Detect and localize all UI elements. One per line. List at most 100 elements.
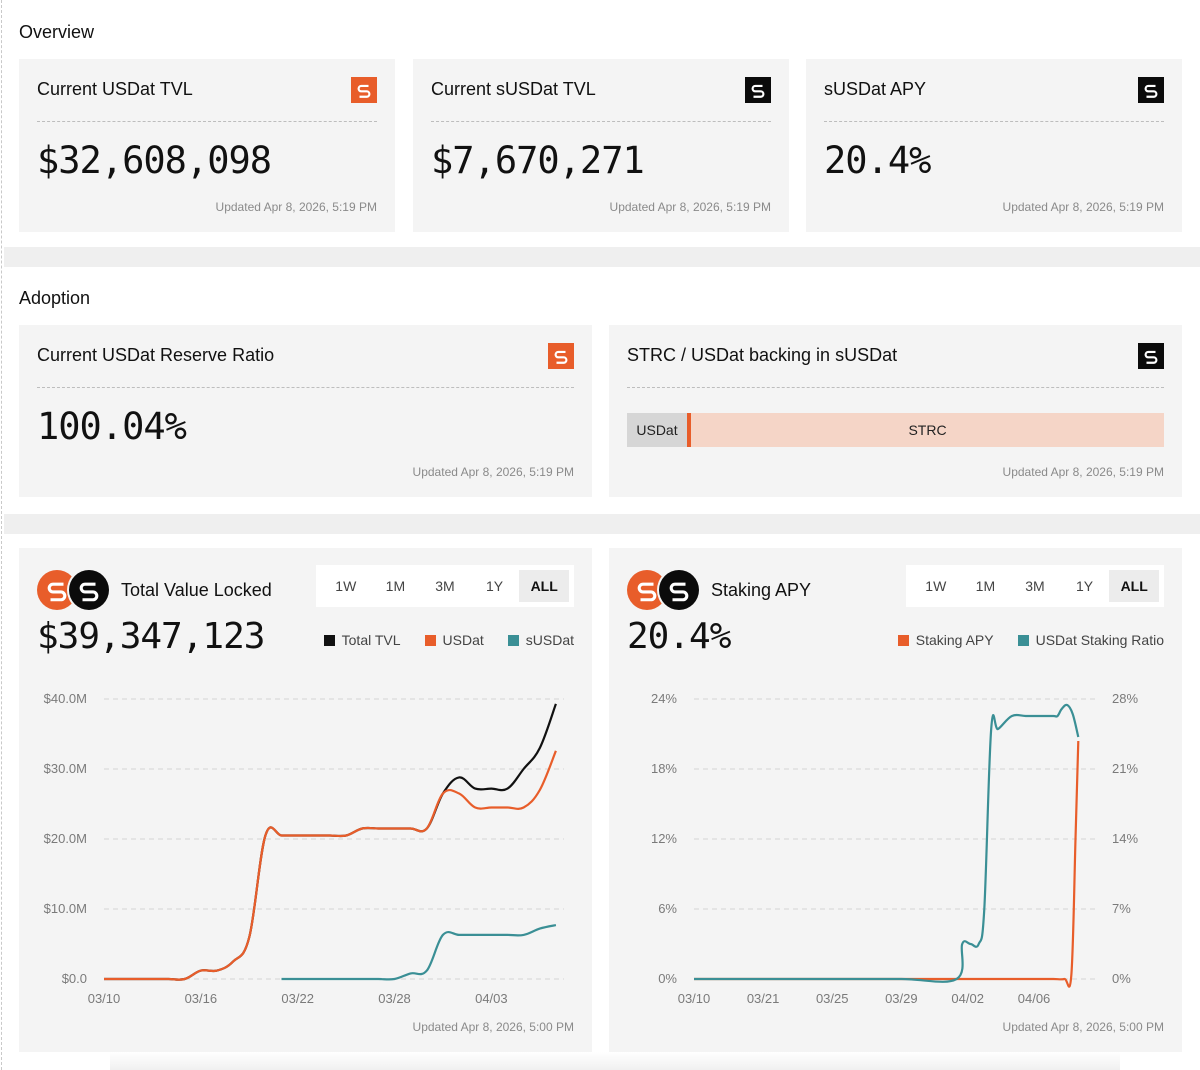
timeframe-selector: 1W 1M 3M 1Y ALL [316, 565, 574, 607]
timeframe-1y[interactable]: 1Y [1076, 578, 1094, 594]
backing-strc-segment: STRC [691, 413, 1164, 447]
legend-label: Staking APY [915, 632, 994, 648]
susdat-logo-icon [659, 570, 699, 610]
y-tick-label-left: 12% [651, 831, 677, 846]
timeframe-1w[interactable]: 1W [335, 578, 357, 594]
updated-timestamp: Updated Apr 8, 2026, 5:19 PM [1002, 465, 1164, 479]
backing-divider [687, 413, 691, 447]
susdat-tvl-card: Current sUSDat TVL $7,670,271 Updated Ap… [413, 59, 789, 232]
series-line-usdat-staking-ratio [694, 703, 1080, 983]
legend-label: USDat [442, 632, 484, 648]
token-logos [37, 570, 109, 610]
apy-chart-title: Staking APY [711, 580, 812, 600]
reserve-ratio-card: Current USDat Reserve Ratio 100.04% Upda… [19, 325, 592, 497]
tvl-chart-title: Total Value Locked [121, 580, 272, 600]
susdat-logo-icon [1138, 77, 1164, 103]
backing-title: STRC / USDat backing in sUSDat [627, 345, 898, 365]
backing-usdat-segment: USDat [627, 413, 687, 447]
x-tick-label: 03/10 [678, 991, 711, 1006]
x-tick-label: 04/02 [951, 991, 984, 1006]
susdat-logo-icon [69, 570, 109, 610]
x-tick-label: 04/06 [1018, 991, 1051, 1006]
divider [824, 121, 1164, 122]
legend-label: sUSDat [525, 632, 574, 648]
legend-label: Total TVL [341, 632, 401, 648]
susdat-apy-value: 20.4% [824, 139, 931, 182]
apy-plot: 0% 6% 12% 18% 24% 0% 7% 14% 21% 28% 03/10 03/21 03/2… [651, 691, 1138, 1006]
y-tick-label: $40.0M [44, 691, 87, 706]
x-tick-label: 03/16 [185, 991, 218, 1006]
y-tick-label-left: 6% [658, 901, 677, 916]
section-separator [4, 247, 1200, 267]
y-tick-label-left: 18% [651, 761, 677, 776]
susdat-logo-icon [745, 77, 771, 103]
y-tick-label: $30.0M [44, 761, 87, 776]
usdat-logo-icon [548, 343, 574, 369]
updated-timestamp: Updated Apr 8, 2026, 5:00 PM [1002, 1020, 1164, 1034]
susdat-apy-title: sUSDat APY [824, 79, 927, 99]
tvl-total-value: $39,347,123 [37, 616, 265, 657]
legend-swatch [424, 634, 436, 646]
timeframe-selector: 1W 1M 3M 1Y ALL [906, 565, 1164, 607]
timeframe-3m[interactable]: 3M [435, 578, 455, 594]
page-shadow [110, 1052, 1120, 1070]
tvl-legend: Total TVL USDat sUSDat [323, 632, 574, 648]
y-tick-label-right: 21% [1112, 761, 1138, 776]
divider [37, 387, 574, 388]
usdat-tvl-value: $32,608,098 [37, 139, 272, 182]
usdat-tvl-title: Current USDat TVL [37, 79, 193, 99]
x-tick-label: 04/03 [475, 991, 508, 1006]
usdat-logo-icon [37, 570, 77, 610]
usdat-logo-icon [351, 77, 377, 103]
tvl-chart-card: Total Value Locked 1W 1M 3M 1Y ALL $39,3… [19, 548, 592, 1052]
y-tick-label: $20.0M [44, 831, 87, 846]
legend-item-total: Total TVL [323, 632, 401, 648]
legend-item-susdat: sUSDat [507, 632, 574, 648]
apy-legend: Staking APY USDat Staking Ratio [897, 632, 1164, 648]
series-line-usdat [104, 750, 557, 981]
token-logos [627, 570, 699, 610]
backing-bar: USDat STRC [627, 413, 1164, 447]
legend-item-staking-apy: Staking APY [897, 632, 994, 648]
x-tick-label: 03/22 [281, 991, 314, 1006]
legend-swatch [507, 634, 519, 646]
divider [627, 387, 1164, 388]
x-tick-label: 03/10 [88, 991, 121, 1006]
tvl-plot: $0.0 $10.0M $20.0M $30.0M $40.0M 03/10 03/16 03… [44, 691, 564, 1006]
y-tick-label-right: 0% [1112, 971, 1131, 986]
susdat-tvl-title: Current sUSDat TVL [431, 79, 596, 99]
timeframe-all[interactable]: ALL [519, 570, 569, 602]
legend-item-staking-ratio: USDat Staking Ratio [1017, 632, 1164, 648]
apy-chart-card: Staking APY 1W 1M 3M 1Y ALL 20.4% Stakin… [609, 548, 1182, 1052]
x-tick-label: 03/25 [816, 991, 849, 1006]
overview-heading: Overview [19, 22, 95, 42]
updated-timestamp: Updated Apr 8, 2026, 5:19 PM [1002, 200, 1164, 214]
timeframe-1m[interactable]: 1M [975, 578, 996, 594]
updated-timestamp: Updated Apr 8, 2026, 5:19 PM [412, 465, 574, 479]
reserve-ratio-value: 100.04% [37, 405, 187, 448]
timeframe-all[interactable]: ALL [1109, 570, 1159, 602]
series-line-staking-apy [694, 740, 1080, 988]
y-tick-label-right: 28% [1112, 691, 1138, 706]
timeframe-1w[interactable]: 1W [925, 578, 947, 594]
x-tick-label: 03/29 [885, 991, 918, 1006]
timeframe-1y[interactable]: 1Y [486, 578, 504, 594]
y-tick-label-left: 24% [651, 691, 677, 706]
divider [37, 121, 377, 122]
x-tick-label: 03/21 [747, 991, 780, 1006]
susdat-tvl-value: $7,670,271 [431, 139, 645, 182]
apy-value: 20.4% [627, 616, 731, 657]
legend-swatch [897, 634, 909, 646]
series-line-susdat [281, 924, 557, 981]
timeframe-1m[interactable]: 1M [385, 578, 406, 594]
y-tick-label: $10.0M [44, 901, 87, 916]
page-edge [1, 0, 2, 1070]
divider [431, 121, 771, 122]
timeframe-3m[interactable]: 3M [1025, 578, 1045, 594]
legend-item-usdat: USDat [424, 632, 484, 648]
series-line-total-tvl [104, 703, 557, 981]
susdat-logo-icon [1138, 343, 1164, 369]
adoption-heading: Adoption [19, 288, 91, 308]
y-tick-label-left: 0% [658, 971, 677, 986]
updated-timestamp: Updated Apr 8, 2026, 5:00 PM [412, 1020, 574, 1034]
